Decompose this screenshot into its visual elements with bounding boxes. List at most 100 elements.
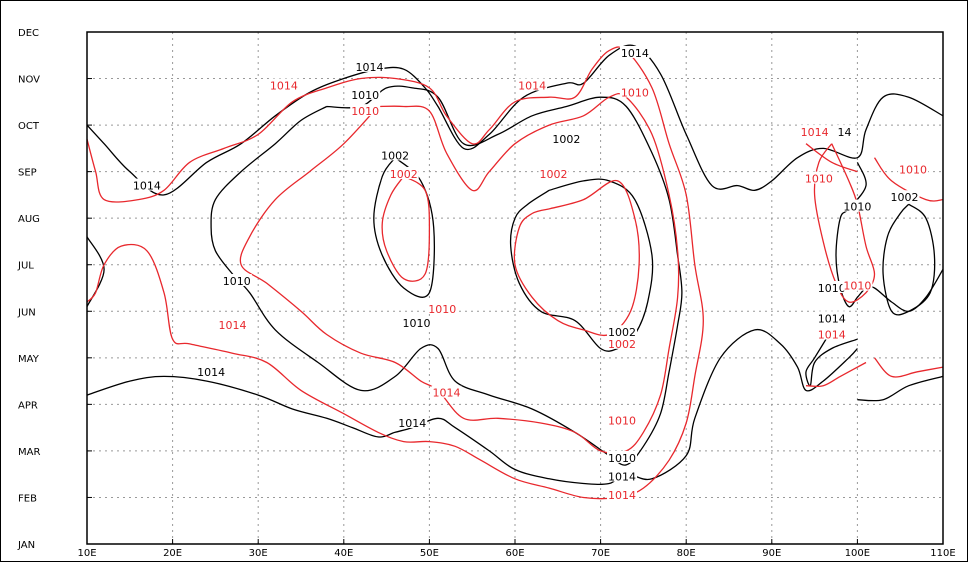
contour-label-bg	[196, 364, 227, 377]
contour-label: 1010	[843, 201, 871, 214]
contour-label: 1010	[223, 275, 251, 288]
contour-label-bg	[898, 162, 929, 175]
contour-label: 1014	[398, 417, 426, 430]
contour-label: 1010	[351, 89, 379, 102]
x-tick-label: 90E	[762, 548, 781, 559]
contour-label-bg	[842, 278, 873, 291]
contour-label: 1002	[552, 133, 580, 146]
contour-line-black-1014	[86, 44, 944, 196]
contour-label-bg	[803, 171, 834, 184]
contour-label: 1010	[843, 280, 871, 293]
y-tick-label: SEP	[18, 168, 37, 179]
contour-label-bg	[388, 166, 419, 179]
contour-labels: 1014101410101010101410021002101010141014…	[131, 45, 929, 502]
contour-label-bg	[607, 325, 637, 338]
contour-label-bg	[619, 45, 650, 58]
contour-label: 1014	[608, 489, 636, 502]
contour-line-black-1002	[509, 178, 654, 352]
contour-label: 1014	[355, 61, 383, 74]
contour-label-bg	[268, 78, 299, 91]
x-tick-label: 100E	[845, 548, 870, 559]
contour-label: 1014	[270, 80, 298, 93]
contour-line-red-1010	[874, 357, 944, 378]
contour-label: 1014	[621, 47, 649, 60]
y-axis-ticks: JAN FEB MAR APR MAY JUN JUL AUG SEP OCT NOV DEC	[17, 28, 92, 551]
contour-label: 1002	[390, 168, 418, 181]
contour-label: 1010	[351, 105, 379, 118]
y-tick-label: JAN	[17, 540, 35, 551]
contour-label-bg	[842, 199, 873, 212]
contour-label-bg	[607, 336, 637, 349]
x-tick-label: 110E	[930, 548, 955, 559]
contour-label: 14	[838, 126, 852, 139]
contour-label: 1014	[818, 329, 846, 342]
contour-label-bg	[607, 469, 637, 482]
contour-line-black-1002	[882, 203, 936, 316]
contour-label-bg	[538, 166, 569, 179]
contour-line-red-1014	[86, 46, 704, 500]
contour-line-black-1014	[86, 328, 858, 486]
contour-line-red-1014	[805, 143, 858, 173]
y-tick-label: MAY	[18, 354, 40, 365]
contour-label: 1010	[403, 317, 431, 330]
contour-label: 1010	[805, 173, 833, 186]
contour-label-bg	[551, 132, 582, 145]
contour-label-bg	[217, 318, 248, 331]
contour-label: 1010	[608, 415, 636, 428]
contour-label-bg	[607, 450, 637, 463]
y-tick-label: DEC	[18, 28, 39, 39]
contour-label-bg	[619, 85, 650, 98]
contour-line-red-1002	[381, 175, 431, 282]
contour-label: 1002	[890, 191, 918, 204]
contour-label-bg	[607, 413, 637, 426]
contour-label-bg	[799, 125, 830, 138]
contour-label: 1014	[518, 80, 546, 93]
contour-lines	[86, 44, 944, 500]
contour-label-bg	[350, 104, 381, 117]
contour-label-bg	[517, 78, 548, 91]
contour-label: 1010	[899, 163, 927, 176]
contour-label: 1014	[818, 312, 846, 325]
contour-label-bg	[401, 315, 432, 328]
contour-label: 1010	[621, 87, 649, 100]
contour-label: 1014	[197, 366, 225, 379]
contour-label: 1014	[608, 471, 636, 484]
y-tick-label: OCT	[18, 121, 40, 132]
contour-line-black-1014	[857, 375, 944, 402]
x-tick-label: 40E	[334, 548, 353, 559]
contour-label: 1014	[219, 319, 247, 332]
x-tick-label: 10E	[77, 548, 96, 559]
contour-label: 1014	[801, 126, 829, 139]
contour-label: 1002	[608, 326, 636, 339]
contour-label-bg	[427, 301, 458, 314]
y-tick-label: JUL	[17, 261, 34, 272]
y-tick-label: NOV	[18, 75, 40, 86]
x-tick-label: 30E	[249, 548, 268, 559]
y-tick-label: JUN	[17, 307, 36, 318]
contour-label-bg	[221, 274, 252, 287]
x-axis-ticks: 10E 20E 30E 40E 50E 60E 70E 80E 90E 100E 110E	[77, 539, 956, 559]
contour-label-bg	[131, 178, 162, 191]
contour-label-bg	[431, 385, 462, 398]
contour-label-bg	[350, 87, 381, 100]
contour-label: 1010	[428, 303, 456, 316]
contour-label-bg	[816, 281, 847, 293]
contour-label-bg	[816, 327, 847, 340]
contour-label: 1014	[433, 387, 461, 400]
y-tick-label: APR	[18, 400, 38, 411]
contour-label: 1010	[818, 282, 846, 295]
contour-label-bg	[380, 148, 411, 161]
x-tick-label: 60E	[505, 548, 524, 559]
contour-label: 1002	[608, 338, 636, 351]
x-tick-label: 20E	[163, 548, 182, 559]
x-tick-label: 80E	[677, 548, 696, 559]
contour-label: 1002	[381, 149, 409, 162]
contour-label-bg	[354, 59, 385, 72]
y-tick-label: MAR	[18, 447, 40, 458]
contour-label-bg	[816, 311, 847, 324]
x-tick-label: 70E	[591, 548, 610, 559]
contour-label-bg	[836, 125, 853, 138]
